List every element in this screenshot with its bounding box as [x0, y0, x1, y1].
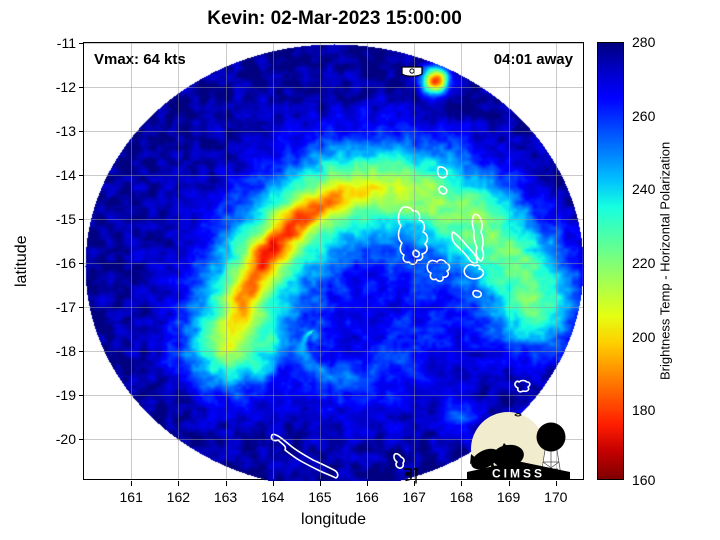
svg-text:CIMSS: CIMSS: [492, 467, 545, 481]
